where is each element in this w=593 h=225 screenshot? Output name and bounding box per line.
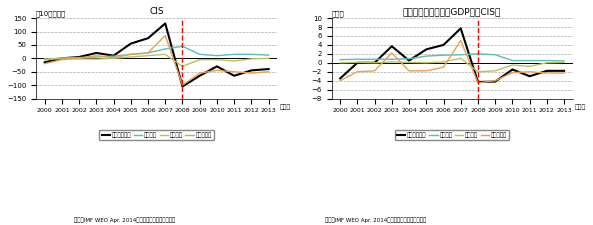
Legend: 民間資本全体, 直接投資, 証券投資, その他投資: 民間資本全体, 直接投資, 証券投資, その他投資 [100, 130, 214, 140]
Text: （10億ドル）: （10億ドル） [36, 11, 66, 17]
Text: （年）: （年） [575, 104, 586, 110]
Text: 資料：IMF WEO Apr. 2014　データベースから作成。: 資料：IMF WEO Apr. 2014 データベースから作成。 [74, 217, 176, 223]
Title: 民間資本フロー：対GDP比（CIS）: 民間資本フロー：対GDP比（CIS） [403, 7, 501, 16]
Text: （％）: （％） [331, 11, 345, 17]
Legend: 民間資本全体, 直接投資, 証券投資, その他投資: 民間資本全体, 直接投資, 証券投資, その他投資 [395, 130, 509, 140]
Title: CIS: CIS [149, 7, 164, 16]
Text: （年）: （年） [280, 104, 291, 110]
Text: 資料：IMF WEO Apr. 2014　データベースから作成。: 資料：IMF WEO Apr. 2014 データベースから作成。 [325, 217, 426, 223]
